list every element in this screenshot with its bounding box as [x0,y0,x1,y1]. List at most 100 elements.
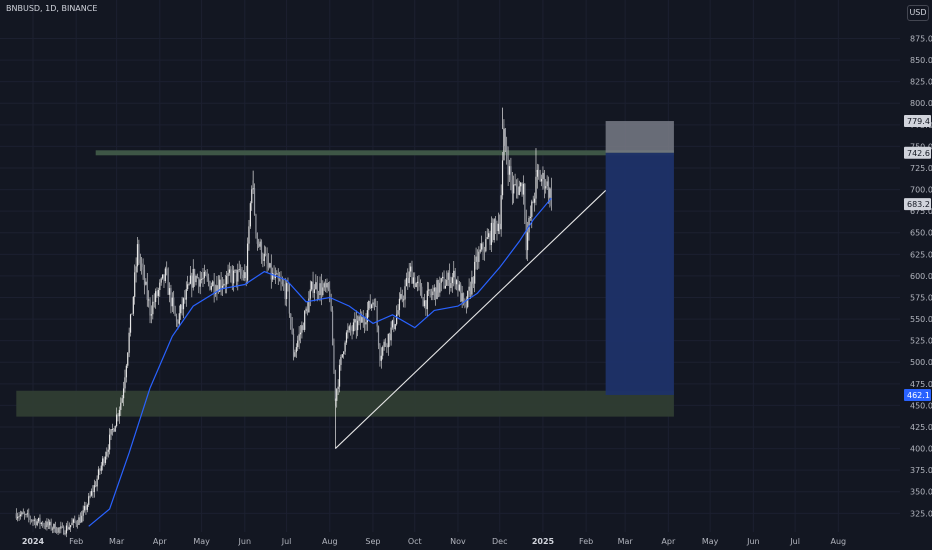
candle [37,517,40,524]
candle-body [173,297,175,307]
candle-body [453,270,455,278]
candle-body [398,298,401,311]
candle-body [521,182,523,195]
candle-body [375,306,377,308]
candle-body [82,510,84,516]
candle-body [174,306,176,316]
time-tick-label: Jun [746,537,760,546]
candle [329,281,331,303]
candle-body [139,259,141,264]
price-label-text: 462.1 [907,391,930,400]
candle [47,518,49,530]
candle [377,325,380,350]
candle-body [290,313,292,325]
candle [207,273,210,287]
candle-body [419,283,421,287]
candle [508,159,511,182]
candle [304,310,306,333]
candle [423,293,426,309]
candle [447,270,449,287]
candle [492,218,494,243]
candle [246,237,249,284]
candle [226,270,228,294]
candle-body [189,275,192,284]
candle-body [131,313,133,315]
candle-body [421,286,423,299]
candle [510,157,512,191]
candle-body [295,347,297,353]
candle [294,349,296,358]
candle [192,259,194,291]
candle [168,282,171,303]
price-tick-label: 800.0 [910,99,932,108]
time-tick-label: Apr [661,537,676,546]
candle-body [377,326,380,346]
candle [336,388,338,408]
candle [479,243,481,254]
price-axis[interactable]: 325.0 350.0 375.0 400.0 425.0 450.0 475.0 500.0… [910,35,932,519]
candle-body [497,223,499,232]
candle [78,514,80,525]
candle-body [341,354,343,357]
candle-body [525,219,527,251]
candle [326,278,328,293]
candle-body [205,271,207,276]
candle [90,488,93,497]
candle-body [429,289,431,294]
candle [141,256,143,275]
candle-body [196,275,199,278]
candle [240,264,242,279]
candle [457,276,459,297]
candle [503,119,505,161]
candle [469,281,472,299]
candle-body [90,491,93,496]
candle-body [203,271,205,278]
candle-body [522,183,525,195]
candle [318,290,320,299]
candle-body [355,319,357,331]
candle-body [67,525,69,530]
short-position-tool[interactable] [605,121,674,395]
time-axis[interactable]: 2024 Feb Mar Apr May Jun Jul Aug Sep Oct Nov Dec 202… [22,537,846,546]
candle-body [168,288,171,295]
candle-body [446,279,448,286]
candle-body [241,274,243,276]
candle [164,266,166,284]
candle [440,277,442,292]
resistance-line[interactable] [95,150,674,156]
candle [494,215,497,234]
candle-body [462,293,465,300]
candle-body [533,198,536,203]
candle [305,306,307,314]
candle-body [357,320,359,331]
candle-body [297,340,299,348]
currency-button[interactable]: USD [907,5,929,21]
price-labels: 779.4 742.6 683.2 462.1 [904,115,931,401]
candle-body [128,332,130,353]
candle-body [185,289,187,300]
candle-body [248,226,250,244]
time-tick-label: Sep [365,537,380,546]
candle-body [323,283,325,288]
candle [393,316,395,333]
support-zone[interactable] [16,390,674,417]
candle-body [542,172,544,179]
candle-body [536,169,538,177]
candle [17,512,19,522]
price-label-text: 779.4 [907,117,930,126]
candle [499,214,501,235]
candle-body [141,263,143,268]
candle-body [394,324,396,330]
candle [524,183,526,224]
candle [309,280,311,307]
candle-body [115,414,118,427]
moving-average-polyline [88,197,552,527]
candle [136,236,139,273]
candle-body [96,478,98,487]
candle-body [540,178,543,182]
trendline[interactable] [334,190,607,449]
candle-body [152,301,154,315]
candle-body [284,286,286,299]
candle-body [471,277,473,295]
